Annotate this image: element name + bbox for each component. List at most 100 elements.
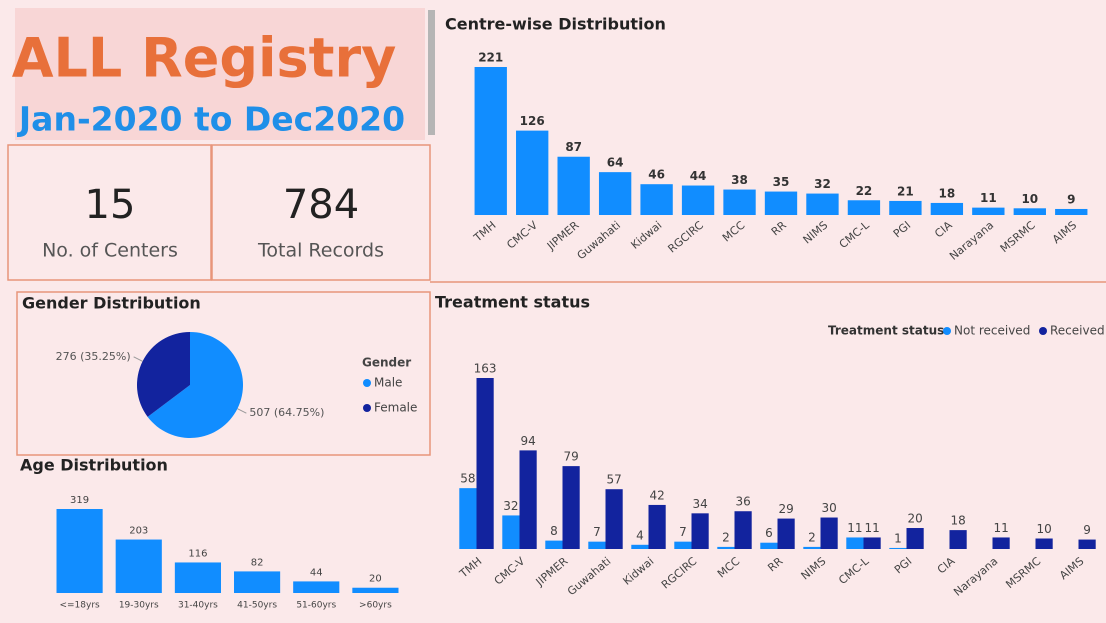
data-label: 9 — [1067, 192, 1075, 206]
x-tick-label: Guwahati — [575, 219, 623, 263]
bar — [631, 544, 649, 549]
data-label: 18 — [950, 514, 965, 528]
data-label: 58 — [460, 472, 475, 486]
data-label: 87 — [565, 140, 582, 154]
pie-slice — [137, 332, 190, 417]
x-tick-label: >60yrs — [359, 601, 392, 611]
data-label: 203 — [129, 526, 148, 537]
x-tick-label: 31-40yrs — [178, 601, 218, 611]
bar — [1013, 208, 1046, 215]
data-label: 44 — [310, 567, 323, 578]
bar — [803, 546, 821, 549]
data-label: 36 — [735, 495, 750, 509]
data-label: 57 — [606, 473, 621, 487]
x-tick-label: TMH — [471, 219, 499, 245]
x-tick-label: PGI — [891, 219, 913, 241]
slice-label: 507 (64.75%) — [249, 406, 324, 419]
kpi-card — [7, 144, 212, 281]
x-tick-label: <=18yrs — [59, 601, 100, 611]
kpi-value: 15 — [85, 182, 136, 228]
x-tick-label: CMC-V — [504, 218, 540, 251]
x-tick-label: MSRMC — [1003, 554, 1043, 591]
x-tick-label: TMH — [456, 555, 484, 581]
bar — [545, 540, 563, 549]
x-tick-label: AIMS — [1050, 219, 1079, 246]
legend-label: Male — [374, 376, 402, 390]
x-tick-label: 51-60yrs — [296, 601, 336, 611]
bar — [847, 200, 881, 215]
x-tick-label: RR — [765, 554, 785, 574]
x-tick-label: Narayana — [947, 219, 996, 263]
legend-title: Treatment status — [828, 324, 944, 338]
title: ALL Registry — [12, 27, 397, 90]
subtitle: Jan-2020 to Dec2020 — [17, 100, 405, 139]
data-label: 64 — [607, 156, 624, 170]
data-label: 20 — [369, 574, 382, 585]
data-label: 11 — [864, 521, 879, 535]
data-label: 11 — [993, 521, 1008, 535]
leader-line — [237, 408, 247, 414]
legend-label: Received — [1050, 324, 1105, 338]
x-tick-label: MCC — [720, 218, 748, 244]
bar — [764, 191, 798, 215]
x-tick-label: Kidwai — [628, 219, 664, 252]
leader-line — [133, 356, 143, 362]
data-label: 6 — [765, 526, 773, 540]
x-tick-label: AIMS — [1057, 555, 1086, 582]
x-tick-label: Guwahati — [565, 555, 613, 599]
x-tick-label: Kidwai — [620, 555, 656, 588]
pie-slice — [147, 332, 243, 438]
data-label: 94 — [520, 434, 535, 448]
data-label: 8 — [550, 524, 558, 538]
bar — [863, 537, 881, 549]
bar — [174, 562, 221, 593]
bar — [949, 530, 967, 549]
data-label: 32 — [503, 499, 518, 513]
bar — [516, 130, 549, 215]
data-label: 29 — [778, 502, 793, 516]
bar — [820, 517, 838, 549]
bar — [889, 547, 907, 549]
bar — [476, 378, 494, 549]
slice-label: 276 (35.25%) — [56, 350, 131, 363]
bar — [56, 509, 103, 593]
x-tick-label: RR — [769, 218, 789, 238]
x-tick-label: Narayana — [951, 555, 1000, 599]
bar — [681, 185, 715, 215]
data-label: 319 — [70, 495, 89, 506]
bar — [930, 202, 964, 215]
data-label: 46 — [648, 168, 665, 182]
data-label: 126 — [520, 114, 545, 128]
chart-title: Treatment status — [435, 293, 590, 312]
chart-title: Age Distribution — [20, 456, 168, 475]
data-label: 116 — [188, 548, 207, 559]
x-tick-label: 19-30yrs — [119, 601, 159, 611]
bar — [562, 466, 580, 549]
data-label: 35 — [773, 175, 790, 189]
legend-swatch — [943, 327, 951, 335]
kpi-label: Total Records — [257, 240, 384, 262]
x-tick-label: CIA — [935, 554, 958, 576]
bar — [674, 541, 692, 549]
data-label: 22 — [856, 184, 873, 198]
data-label: 1 — [894, 531, 902, 545]
x-tick-label: PGI — [892, 555, 914, 577]
x-tick-label: JIPMER — [544, 218, 582, 253]
x-tick-label: CMC-L — [836, 554, 872, 587]
bar — [352, 587, 399, 593]
bar — [502, 515, 520, 549]
header-panel — [15, 8, 425, 140]
data-label: 30 — [821, 501, 836, 515]
x-tick-label: CIA — [932, 218, 955, 240]
bar — [588, 541, 606, 549]
bar — [519, 450, 537, 549]
bar — [992, 537, 1010, 549]
bar — [760, 542, 778, 549]
bar — [459, 488, 477, 549]
bar — [115, 539, 162, 593]
kpi-value: 784 — [283, 182, 359, 228]
x-tick-label: JIPMER — [533, 554, 571, 589]
bar — [1078, 539, 1096, 549]
